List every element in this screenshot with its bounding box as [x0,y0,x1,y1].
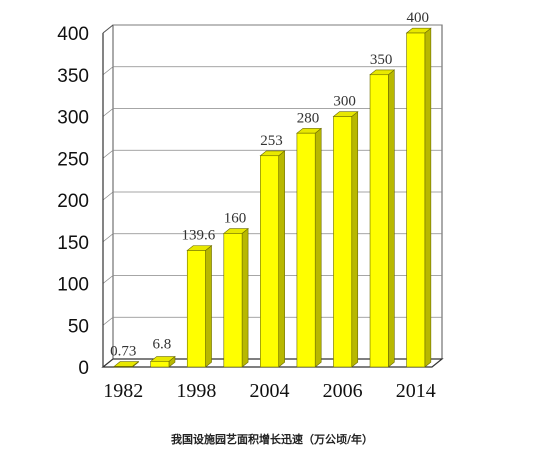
gridline-depth [102,316,114,326]
gridline-depth [102,233,114,243]
x-tick-label: 2014 [396,380,436,402]
y-tick-label: 0 [78,358,89,379]
data-label: 139.6 [182,228,216,244]
watermark-text: 中农富通 [425,375,477,391]
bar [296,127,323,368]
data-label: 400 [406,10,429,26]
y-axis-depth [102,24,114,34]
x-tick-label: 2006 [323,380,363,402]
y-tick-label: 150 [57,233,89,254]
bar-front [296,132,316,368]
gridline-depth [102,191,114,201]
x-tick-label: 2004 [250,380,290,402]
bar-front [369,74,389,368]
bar-front [186,250,206,368]
bar-front [113,366,133,368]
data-label: 253 [260,133,283,149]
bar [405,27,432,368]
bar-front [150,361,170,368]
bar-front [260,155,279,368]
y-tick-label: 350 [57,66,89,87]
bar-side [314,127,322,368]
bar-side [241,227,249,368]
data-label: 280 [297,110,320,126]
labels-layer: 0 50 100 150 200 250 300 350 400 0.73 1982 6.8 139.6… [57,10,435,402]
y-tick-label: 250 [57,149,89,170]
y-tick-label: 50 [68,316,89,337]
bar-side [424,27,432,368]
bar-side [388,69,395,368]
bar [369,69,396,368]
y-tick-label: 200 [57,191,89,212]
watermark: 中农富通 [425,375,477,391]
data-label: 300 [333,94,356,110]
data-label: 160 [224,211,247,227]
bar-side [278,150,285,368]
gridline-depth [102,108,114,117]
data-label: 6.8 [152,337,171,353]
gridline-depth [102,66,114,76]
y-tick-label: 100 [57,275,89,296]
gridline-depth [102,275,114,284]
bar [332,111,359,368]
bar-front [223,233,243,368]
y-tick-label: 300 [57,108,89,129]
bar [186,245,213,368]
bar [259,150,286,368]
bar [149,355,176,368]
chart-caption: 我国设施园艺面积增长迅速（万公顷/年） [170,433,374,446]
gridline-depth [102,149,114,159]
bar [113,360,140,368]
data-label: 350 [370,52,393,68]
y-tick-label: 400 [57,24,89,45]
bar [222,227,249,368]
bar-side [205,245,212,368]
data-label: 0.73 [110,344,136,360]
bar-front [406,32,426,368]
bar-side [351,111,359,368]
bars-layer [113,27,432,368]
x-tick-label: 1982 [103,380,143,402]
x-tick-label: 1998 [176,380,216,402]
bar-front [333,116,353,368]
